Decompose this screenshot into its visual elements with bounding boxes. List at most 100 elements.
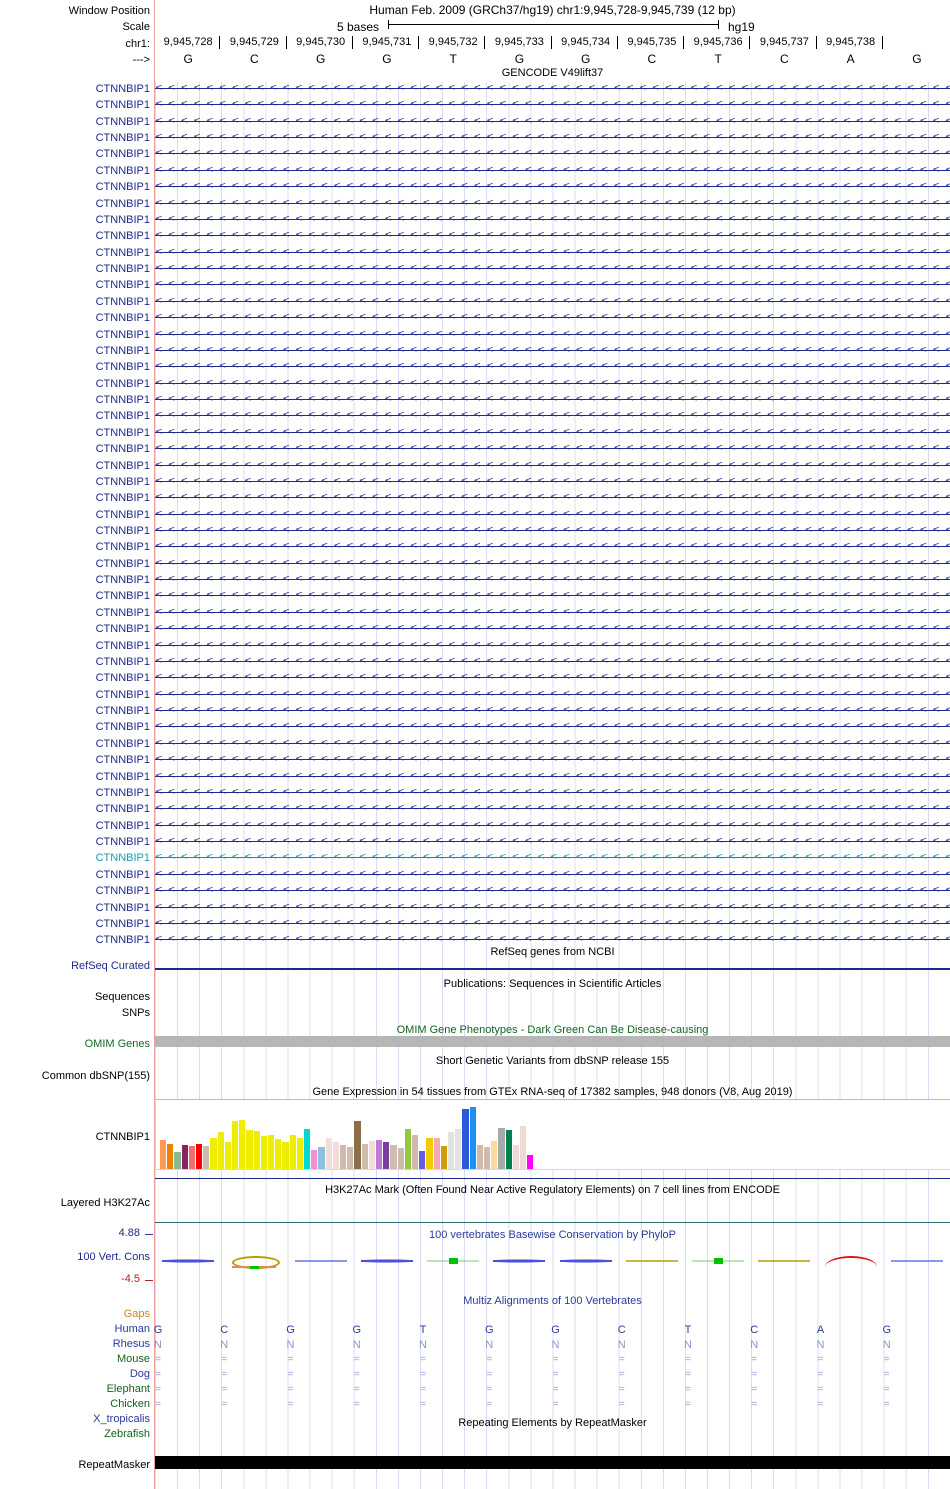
gencode-gene-row[interactable]: <<<<<<<<<<<<<<<<<<<<<<<<<<<<<<<<<<<<<<<<… (155, 476, 950, 487)
gencode-gene-label[interactable]: CTNNBIP1 (95, 246, 150, 259)
gtex-tissue-bar[interactable] (469, 1107, 476, 1169)
gencode-gene-label[interactable]: CTNNBIP1 (95, 230, 150, 243)
gencode-gene-row[interactable]: <<<<<<<<<<<<<<<<<<<<<<<<<<<<<<<<<<<<<<<<… (155, 116, 950, 127)
gtex-tissue-bar[interactable] (196, 1143, 203, 1169)
conservation-bar[interactable] (228, 1256, 281, 1269)
conservation-bar[interactable] (758, 1256, 811, 1266)
gencode-gene-label[interactable]: CTNNBIP1 (95, 705, 150, 718)
gencode-gene-row[interactable]: <<<<<<<<<<<<<<<<<<<<<<<<<<<<<<<<<<<<<<<<… (155, 902, 950, 913)
gencode-gene-row[interactable]: <<<<<<<<<<<<<<<<<<<<<<<<<<<<<<<<<<<<<<<<… (155, 852, 950, 863)
gencode-gene-label[interactable]: CTNNBIP1 (95, 885, 150, 898)
gtex-tissue-bar[interactable] (210, 1138, 217, 1169)
gencode-gene-label[interactable]: CTNNBIP1 (95, 426, 150, 439)
refseq-gene-line[interactable] (155, 968, 950, 970)
gencode-gene-label[interactable]: CTNNBIP1 (95, 508, 150, 521)
gencode-gene-row[interactable]: <<<<<<<<<<<<<<<<<<<<<<<<<<<<<<<<<<<<<<<<… (155, 378, 950, 389)
gtex-tissue-bar[interactable] (217, 1132, 224, 1169)
conservation-bar[interactable] (890, 1256, 943, 1266)
gencode-gene-row[interactable]: <<<<<<<<<<<<<<<<<<<<<<<<<<<<<<<<<<<<<<<<… (155, 590, 950, 601)
multiz-species-label[interactable]: Zebrafish (104, 1428, 150, 1440)
gencode-gene-row[interactable]: <<<<<<<<<<<<<<<<<<<<<<<<<<<<<<<<<<<<<<<<… (155, 279, 950, 290)
conservation-bar[interactable] (493, 1256, 546, 1266)
gencode-gene-label[interactable]: CTNNBIP1 (95, 132, 150, 145)
gencode-gene-row[interactable]: <<<<<<<<<<<<<<<<<<<<<<<<<<<<<<<<<<<<<<<<… (155, 148, 950, 159)
gencode-gene-label[interactable]: CTNNBIP1 (95, 263, 150, 276)
gtex-tissue-bar[interactable] (232, 1121, 239, 1169)
gencode-gene-row[interactable]: <<<<<<<<<<<<<<<<<<<<<<<<<<<<<<<<<<<<<<<<… (155, 771, 950, 782)
gencode-gene-row[interactable]: <<<<<<<<<<<<<<<<<<<<<<<<<<<<<<<<<<<<<<<<… (155, 361, 950, 372)
gencode-gene-label[interactable]: CTNNBIP1 (95, 475, 150, 488)
gtex-tissue-bar[interactable] (419, 1151, 426, 1169)
gtex-tissue-bar[interactable] (253, 1131, 260, 1169)
gencode-gene-row[interactable]: <<<<<<<<<<<<<<<<<<<<<<<<<<<<<<<<<<<<<<<<… (155, 672, 950, 683)
gencode-gene-label[interactable]: CTNNBIP1 (95, 786, 150, 799)
h3k27ac-label[interactable]: Layered H3K27Ac (60, 1197, 150, 1209)
gencode-gene-row[interactable]: <<<<<<<<<<<<<<<<<<<<<<<<<<<<<<<<<<<<<<<<… (155, 312, 950, 323)
gtex-tissue-bar[interactable] (440, 1145, 448, 1169)
gencode-gene-label[interactable]: CTNNBIP1 (95, 83, 150, 95)
gtex-tissue-bar[interactable] (383, 1142, 390, 1169)
gencode-gene-row[interactable]: <<<<<<<<<<<<<<<<<<<<<<<<<<<<<<<<<<<<<<<<… (155, 99, 950, 110)
gencode-gene-row[interactable]: <<<<<<<<<<<<<<<<<<<<<<<<<<<<<<<<<<<<<<<<… (155, 820, 950, 831)
gencode-gene-label[interactable]: CTNNBIP1 (95, 279, 150, 292)
multiz-species-label[interactable]: Chicken (110, 1398, 150, 1410)
gencode-gene-label[interactable]: CTNNBIP1 (95, 312, 150, 325)
repeatmasker-label[interactable]: RepeatMasker (78, 1459, 150, 1471)
gencode-gene-label[interactable]: CTNNBIP1 (95, 295, 150, 308)
gencode-gene-label[interactable]: CTNNBIP1 (95, 721, 150, 734)
gtex-tissue-bar[interactable] (484, 1146, 491, 1169)
gencode-gene-row[interactable]: <<<<<<<<<<<<<<<<<<<<<<<<<<<<<<<<<<<<<<<<… (155, 525, 950, 536)
gtex-expression-chart[interactable] (155, 1099, 950, 1170)
gtex-tissue-bar[interactable] (354, 1121, 361, 1169)
omim-label[interactable]: OMIM Genes (84, 1038, 150, 1050)
gencode-gene-row[interactable]: <<<<<<<<<<<<<<<<<<<<<<<<<<<<<<<<<<<<<<<<… (155, 541, 950, 552)
gencode-gene-row[interactable]: <<<<<<<<<<<<<<<<<<<<<<<<<<<<<<<<<<<<<<<<… (155, 230, 950, 241)
gencode-gene-label[interactable]: CTNNBIP1 (95, 394, 150, 407)
gtex-tissue-bar[interactable] (520, 1125, 527, 1169)
gencode-gene-label[interactable]: CTNNBIP1 (95, 557, 150, 570)
gencode-gene-row[interactable]: <<<<<<<<<<<<<<<<<<<<<<<<<<<<<<<<<<<<<<<<… (155, 640, 950, 651)
gencode-gene-row[interactable]: <<<<<<<<<<<<<<<<<<<<<<<<<<<<<<<<<<<<<<<<… (155, 263, 950, 274)
gtex-tissue-bar[interactable] (448, 1132, 455, 1169)
gencode-gene-label[interactable]: CTNNBIP1 (95, 819, 150, 832)
gencode-gene-label[interactable]: CTNNBIP1 (95, 590, 150, 603)
repeatmasker-bar[interactable] (155, 1456, 950, 1469)
publications-snps-label[interactable]: SNPs (121, 1007, 150, 1019)
gencode-gene-row[interactable]: <<<<<<<<<<<<<<<<<<<<<<<<<<<<<<<<<<<<<<<<… (155, 607, 950, 618)
gtex-tissue-bar[interactable] (239, 1120, 246, 1169)
gencode-gene-label[interactable]: CTNNBIP1 (95, 737, 150, 750)
gtex-gene-label[interactable]: CTNNBIP1 (95, 1131, 150, 1143)
gencode-gene-row[interactable]: <<<<<<<<<<<<<<<<<<<<<<<<<<<<<<<<<<<<<<<<… (155, 492, 950, 503)
gtex-tissue-bar[interactable] (246, 1130, 253, 1169)
gencode-gene-label[interactable]: CTNNBIP1 (95, 655, 150, 668)
gtex-tissue-bar[interactable] (275, 1139, 282, 1169)
gtex-tissue-bar[interactable] (390, 1144, 397, 1169)
gencode-gene-label[interactable]: CTNNBIP1 (95, 459, 150, 472)
conservation-bar[interactable] (162, 1256, 215, 1266)
omim-gene-bar[interactable] (155, 1036, 950, 1047)
gtex-tissue-bar[interactable] (325, 1138, 332, 1169)
conservation-bar[interactable] (625, 1256, 678, 1266)
gtex-tissue-bar[interactable] (368, 1141, 376, 1169)
gencode-gene-label[interactable]: CTNNBIP1 (95, 754, 150, 767)
dbsnp-label[interactable]: Common dbSNP(155) (41, 1070, 150, 1082)
multiz-species-label[interactable]: Human (114, 1323, 150, 1335)
gtex-tissue-bar[interactable] (512, 1144, 520, 1169)
gtex-tissue-bar[interactable] (347, 1146, 354, 1169)
gencode-gene-label[interactable]: CTNNBIP1 (95, 213, 150, 226)
gencode-gene-label[interactable]: CTNNBIP1 (95, 344, 150, 357)
gencode-gene-label[interactable]: CTNNBIP1 (95, 443, 150, 456)
gencode-gene-row[interactable]: <<<<<<<<<<<<<<<<<<<<<<<<<<<<<<<<<<<<<<<<… (155, 836, 950, 847)
gencode-gene-label[interactable]: CTNNBIP1 (95, 868, 150, 881)
gencode-gene-row[interactable]: <<<<<<<<<<<<<<<<<<<<<<<<<<<<<<<<<<<<<<<<… (155, 656, 950, 667)
gtex-tissue-bar[interactable] (203, 1145, 210, 1169)
gencode-gene-row[interactable]: <<<<<<<<<<<<<<<<<<<<<<<<<<<<<<<<<<<<<<<<… (155, 443, 950, 454)
gtex-tissue-bar[interactable] (491, 1141, 498, 1169)
gencode-gene-row[interactable]: <<<<<<<<<<<<<<<<<<<<<<<<<<<<<<<<<<<<<<<<… (155, 394, 950, 405)
gencode-gene-row[interactable]: <<<<<<<<<<<<<<<<<<<<<<<<<<<<<<<<<<<<<<<<… (155, 214, 950, 225)
gencode-gene-row[interactable]: <<<<<<<<<<<<<<<<<<<<<<<<<<<<<<<<<<<<<<<<… (155, 869, 950, 880)
gencode-gene-row[interactable]: <<<<<<<<<<<<<<<<<<<<<<<<<<<<<<<<<<<<<<<<… (155, 721, 950, 732)
multiz-species-label[interactable]: Dog (129, 1368, 150, 1380)
gtex-tissue-bar[interactable] (455, 1129, 462, 1169)
gencode-gene-row[interactable]: <<<<<<<<<<<<<<<<<<<<<<<<<<<<<<<<<<<<<<<<… (155, 296, 950, 307)
